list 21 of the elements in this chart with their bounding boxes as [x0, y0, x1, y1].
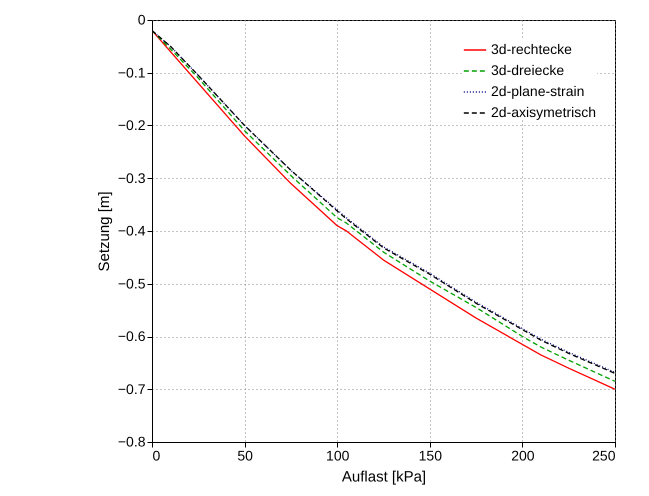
- x-tick-label: 0: [152, 448, 160, 464]
- y-tick-label: −0.3: [118, 170, 146, 186]
- legend-label: 2d-axisymetrisch: [491, 104, 596, 120]
- x-tick-label: 200: [511, 448, 535, 464]
- y-tick-label: −0.5: [118, 275, 146, 292]
- y-tick-label: −0.8: [118, 434, 146, 450]
- y-axis-title: Setzung [m]: [96, 191, 113, 272]
- x-tick-label: 250: [592, 448, 616, 464]
- x-tick-label: 150: [418, 448, 442, 464]
- legend-label: 3d-dreiecke: [491, 62, 564, 78]
- legend-label: 2d-plane-strain: [491, 83, 584, 99]
- y-tick-label: −0.6: [118, 328, 146, 344]
- x-tick-label: 50: [237, 448, 254, 464]
- y-tick-label: −0.4: [118, 222, 146, 238]
- y-tick-label: −0.1: [118, 64, 146, 80]
- x-tick-label: 100: [326, 448, 350, 464]
- y-tick-label: 0: [138, 12, 146, 28]
- y-tick-label: −0.2: [118, 117, 146, 133]
- y-tick-label: −0.7: [118, 380, 146, 397]
- x-axis-title: Auflast [kPa]: [342, 468, 426, 486]
- legend-label: 3d-rechtecke: [491, 41, 572, 57]
